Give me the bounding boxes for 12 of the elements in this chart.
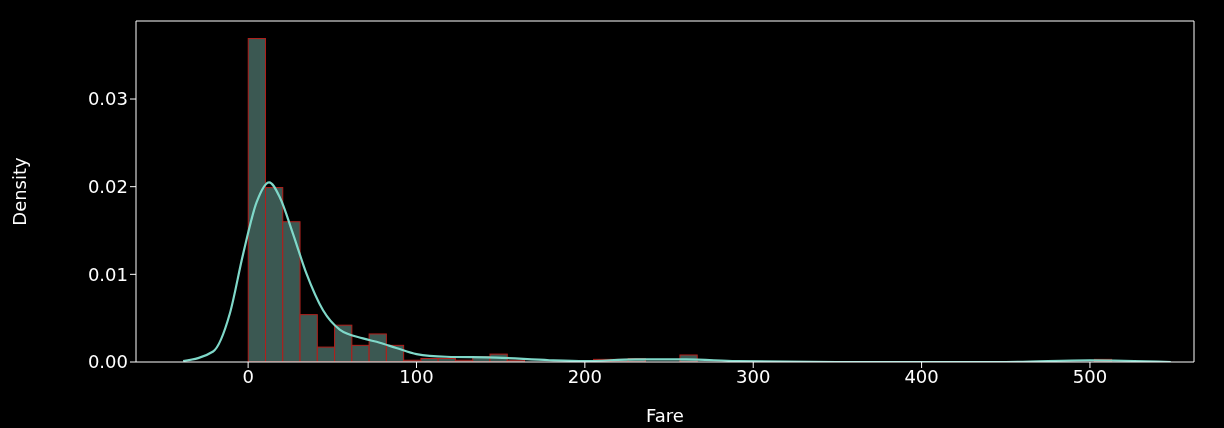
x-tick-label: 400: [904, 365, 939, 387]
x-tick-label: 100: [399, 365, 434, 387]
y-tick-label: 0.03: [87, 88, 128, 110]
x-axis-title: Fare: [646, 405, 684, 426]
y-tick-label: 0.00: [87, 351, 128, 373]
x-tick-label: 500: [1072, 365, 1108, 387]
y-axis-title: Density: [9, 156, 31, 226]
y-tick-label: 0.02: [87, 176, 128, 198]
x-tick-label: 0: [242, 365, 254, 387]
y-tick-label: 0.01: [87, 263, 128, 285]
x-tick-label: 300: [736, 365, 771, 387]
x-tick-label: 200: [567, 365, 603, 387]
